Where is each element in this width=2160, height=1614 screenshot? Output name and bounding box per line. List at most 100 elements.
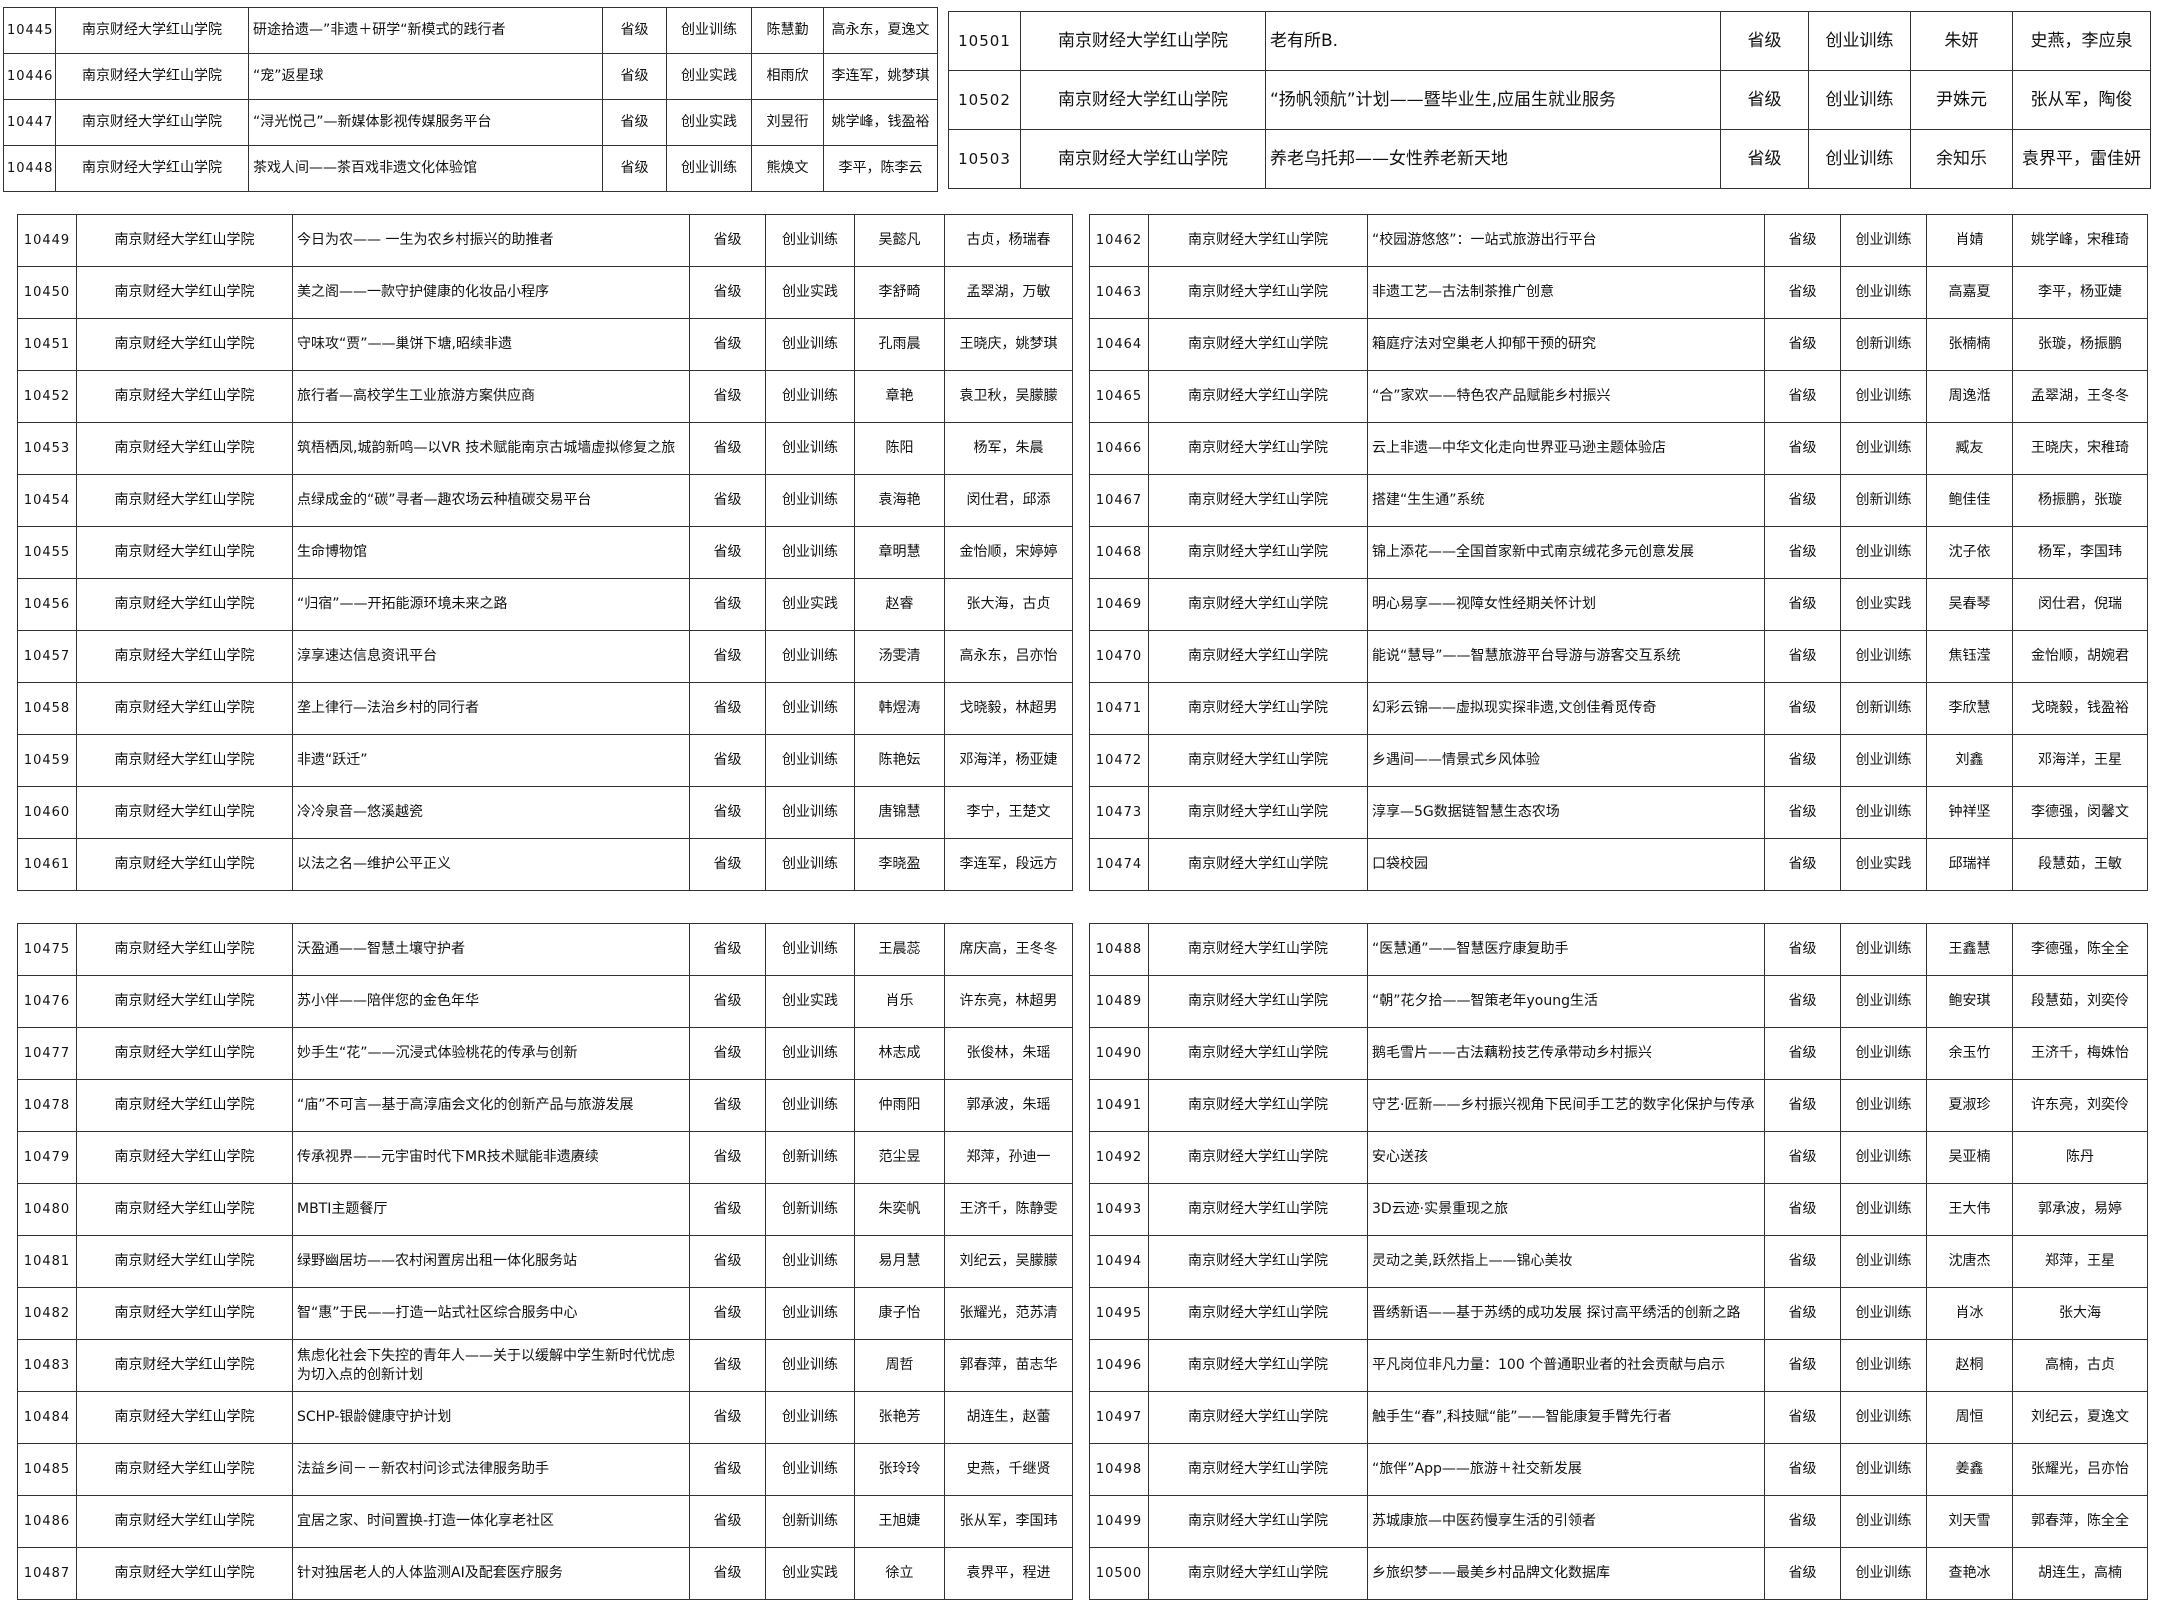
table-row: 10483 南京财经大学红山学院 焦虑化社会下失控的青年人——关于以缓解中学生新时代…	[17, 1339, 1073, 1392]
project-title: 非遗工艺—古法制茶推广创意	[1367, 266, 1765, 319]
project-type: 创新训练	[1840, 682, 1927, 735]
advisors: 邓海洋，王星	[2012, 734, 2148, 787]
project-title: 老有所B.	[1265, 11, 1721, 71]
project-level: 省级	[689, 318, 766, 371]
table-row: 10468 南京财经大学红山学院 锦上添花——全国首家新中式南京绒花多元创意发展 省级…	[1089, 526, 2148, 579]
project-title: 筑梧栖凤,城韵新鸣—以VR 技术赋能南京古城墙虚拟修复之旅	[292, 422, 690, 475]
project-id: 10494	[1089, 1235, 1149, 1288]
project-id: 10496	[1089, 1339, 1149, 1392]
project-title: “宠”返星球	[248, 53, 603, 100]
project-type: 创业训练	[1840, 1131, 1927, 1184]
project-id: 10466	[1089, 422, 1149, 475]
school-name: 南京财经大学红山学院	[1148, 1027, 1368, 1080]
project-id: 10469	[1089, 578, 1149, 631]
project-leader: 章明慧	[854, 526, 945, 579]
table-row: 10451 南京财经大学红山学院 守味攻“贾”——巢饼下塘,昭续非遗 省级 创业训练 孔雨…	[17, 318, 1073, 371]
project-title: 冷冷泉音—悠溪越瓷	[292, 786, 690, 839]
advisors: 孟翠湖，王冬冬	[2012, 370, 2148, 423]
project-id: 10457	[17, 630, 77, 683]
school-name: 南京财经大学红山学院	[76, 1131, 293, 1184]
table-row: 10474 南京财经大学红山学院 口袋校园 省级 创业实践 邱瑞祥 段慧茹，王敏	[1089, 838, 2148, 891]
advisors: 许东亮，刘奕伶	[2012, 1079, 2148, 1132]
project-id: 10499	[1089, 1495, 1149, 1548]
project-type: 创业训练	[765, 318, 855, 371]
project-title: “朝”花夕拾——智策老年young生活	[1367, 975, 1765, 1028]
project-id: 10485	[17, 1443, 77, 1496]
project-title: 乡遇间——情景式乡风体验	[1367, 734, 1765, 787]
project-id: 10483	[17, 1339, 77, 1392]
project-type: 创业训练	[765, 630, 855, 683]
project-type: 创业实践	[765, 578, 855, 631]
school-name: 南京财经大学红山学院	[1148, 1183, 1368, 1236]
project-leader: 吴懿凡	[854, 214, 945, 267]
project-leader: 肖冰	[1926, 1287, 2013, 1340]
table-row: 10459 南京财经大学红山学院 非遗“跃迁” 省级 创业训练 陈艳妘 邓海洋，杨亚婕	[17, 734, 1073, 787]
advisors: 陈丹	[2012, 1131, 2148, 1184]
project-id: 10462	[1089, 214, 1149, 267]
project-type: 创业实践	[666, 53, 752, 100]
project-table: 10449 南京财经大学红山学院 今日为农—— 一生为农乡村振兴的助推者 省级 创业训练…	[17, 214, 1073, 891]
table-row: 10499 南京财经大学红山学院 苏城康旅—中医药慢享生活的引领者 省级 创业训练 刘天雪…	[1089, 1495, 2148, 1548]
project-leader: 相雨欣	[751, 53, 824, 100]
project-title: 搭建“生生通”系统	[1367, 474, 1765, 527]
project-id: 10458	[17, 682, 77, 735]
project-leader: 陈艳妘	[854, 734, 945, 787]
project-type: 创业训练	[1840, 526, 1927, 579]
school-name: 南京财经大学红山学院	[76, 370, 293, 423]
project-title: 安心送孩	[1367, 1131, 1765, 1184]
project-type: 创业训练	[765, 1079, 855, 1132]
project-title: 苏小伴——陪伴您的金色年华	[292, 975, 690, 1028]
school-name: 南京财经大学红山学院	[1148, 1339, 1368, 1392]
project-level: 省级	[602, 53, 667, 100]
project-level: 省级	[689, 370, 766, 423]
project-level: 省级	[1764, 923, 1841, 976]
school-name: 南京财经大学红山学院	[1148, 526, 1368, 579]
table-row: 10481 南京财经大学红山学院 绿野幽居坊——农村闲置房出租一体化服务站 省级 创业训…	[17, 1235, 1073, 1288]
project-id: 10488	[1089, 923, 1149, 976]
school-name: 南京财经大学红山学院	[76, 1547, 293, 1600]
school-name: 南京财经大学红山学院	[76, 422, 293, 475]
advisors: 郭春萍，陈全全	[2012, 1495, 2148, 1548]
table-row: 10469 南京财经大学红山学院 明心易享——视障女性经期关怀计划 省级 创业实践 吴春琴…	[1089, 578, 2148, 631]
project-leader: 高嘉夏	[1926, 266, 2013, 319]
project-id: 10475	[17, 923, 77, 976]
project-type: 创新训练	[1840, 474, 1927, 527]
project-title: 智“惠”于民——打造一站式社区综合服务中心	[292, 1287, 690, 1340]
project-title: 幻彩云锦——虚拟现实探非遗,文创佳肴觅传奇	[1367, 682, 1765, 735]
project-title: 美之阁——一款守护健康的化妆品小程序	[292, 266, 690, 319]
project-type: 创业实践	[1840, 578, 1927, 631]
project-id: 10481	[17, 1235, 77, 1288]
project-type: 创业训练	[765, 838, 855, 891]
table-row: 10450 南京财经大学红山学院 美之阁——一款守护健康的化妆品小程序 省级 创业实践李…	[17, 266, 1073, 319]
project-leader: 王大伟	[1926, 1183, 2013, 1236]
project-type: 创业训练	[1840, 1287, 1927, 1340]
table-row: 10501 南京财经大学红山学院 老有所B. 省级 创业训练 朱妍 史燕，李应泉	[948, 11, 2151, 71]
project-type: 创业训练	[765, 1443, 855, 1496]
advisors: 史燕，李应泉	[2012, 11, 2151, 71]
project-id: 10501	[948, 11, 1021, 71]
project-level: 省级	[689, 630, 766, 683]
project-id: 10461	[17, 838, 77, 891]
project-title: 能说“慧导”——智慧旅游平台导游与游客交互系统	[1367, 630, 1765, 683]
project-type: 创业实践	[765, 266, 855, 319]
advisors: 杨军，朱晨	[944, 422, 1073, 475]
project-type: 创业训练	[666, 7, 752, 54]
school-name: 南京财经大学红山学院	[1148, 578, 1368, 631]
project-title: 传承视界——元宇宙时代下MR技术赋能非遗赓续	[292, 1131, 690, 1184]
project-level: 省级	[689, 1287, 766, 1340]
project-leader: 朱奕帆	[854, 1183, 945, 1236]
project-title: 养老乌托邦——女性养老新天地	[1265, 129, 1721, 189]
project-type: 创业训练	[1840, 923, 1927, 976]
project-type: 创业训练	[666, 145, 752, 192]
table-row: 10489 南京财经大学红山学院 “朝”花夕拾——智策老年young生活 省级 创业训练…	[1089, 975, 2148, 1028]
project-leader: 韩煜涛	[854, 682, 945, 735]
school-name: 南京财经大学红山学院	[76, 318, 293, 371]
project-leader: 姜鑫	[1926, 1443, 2013, 1496]
project-leader: 王晨蕊	[854, 923, 945, 976]
advisors: 胡连生，高楠	[2012, 1547, 2148, 1600]
school-name: 南京财经大学红山学院	[1020, 70, 1266, 130]
project-level: 省级	[602, 145, 667, 192]
school-name: 南京财经大学红山学院	[76, 1287, 293, 1340]
project-level: 省级	[1764, 786, 1841, 839]
school-name: 南京财经大学红山学院	[1148, 1131, 1368, 1184]
